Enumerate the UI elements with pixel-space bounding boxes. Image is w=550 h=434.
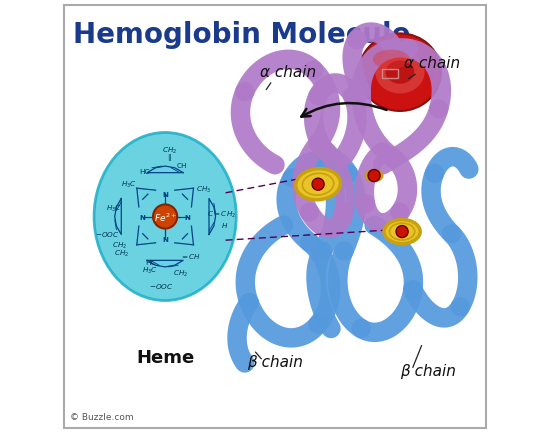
Ellipse shape: [384, 220, 420, 244]
Text: N: N: [162, 237, 168, 242]
Text: Hemoglobin Molecule: Hemoglobin Molecule: [73, 21, 410, 49]
Ellipse shape: [296, 169, 340, 201]
Text: $H$: $H$: [221, 220, 228, 229]
Ellipse shape: [359, 34, 441, 112]
Ellipse shape: [366, 171, 382, 181]
Text: $CH_2$: $CH_2$: [162, 145, 177, 155]
Text: N: N: [185, 214, 190, 220]
Text: Heme: Heme: [136, 348, 194, 366]
Text: $H_3C$: $H_3C$: [120, 180, 136, 190]
Circle shape: [153, 205, 177, 229]
Circle shape: [368, 170, 380, 182]
Ellipse shape: [376, 52, 425, 94]
Text: β chain: β chain: [400, 363, 456, 378]
Text: HC: HC: [139, 169, 150, 175]
Text: CH: CH: [176, 162, 187, 168]
Text: β chain: β chain: [247, 355, 303, 370]
Text: $\|$: $\|$: [167, 151, 172, 162]
Text: $-OOC$: $-OOC$: [95, 230, 119, 239]
Text: $-OOC$: $-OOC$: [148, 281, 173, 290]
Circle shape: [312, 179, 324, 191]
Text: N: N: [162, 192, 168, 197]
Text: $CH_2$: $CH_2$: [112, 240, 128, 250]
Text: $CH_3$: $CH_3$: [196, 184, 212, 194]
Ellipse shape: [386, 61, 414, 85]
Ellipse shape: [373, 50, 410, 70]
Text: α chain: α chain: [260, 65, 316, 79]
Text: N: N: [140, 214, 146, 220]
Text: α chain: α chain: [404, 56, 460, 71]
Text: $Fe^{2+}$: $Fe^{2+}$: [153, 211, 177, 223]
Ellipse shape: [94, 133, 237, 301]
Bar: [382, 69, 398, 79]
Text: $H_3C$: $H_3C$: [142, 266, 158, 276]
Circle shape: [396, 226, 408, 238]
Text: $H_3C$: $H_3C$: [106, 203, 122, 214]
Text: $CH_2$: $CH_2$: [173, 268, 188, 278]
Text: HC: HC: [145, 259, 155, 265]
Text: $CH_2$: $CH_2$: [114, 248, 130, 259]
Text: $C=CH_2$: $C=CH_2$: [207, 210, 236, 220]
Text: $=CH$: $=CH$: [180, 251, 202, 260]
Text: © Buzzle.com: © Buzzle.com: [70, 412, 134, 421]
